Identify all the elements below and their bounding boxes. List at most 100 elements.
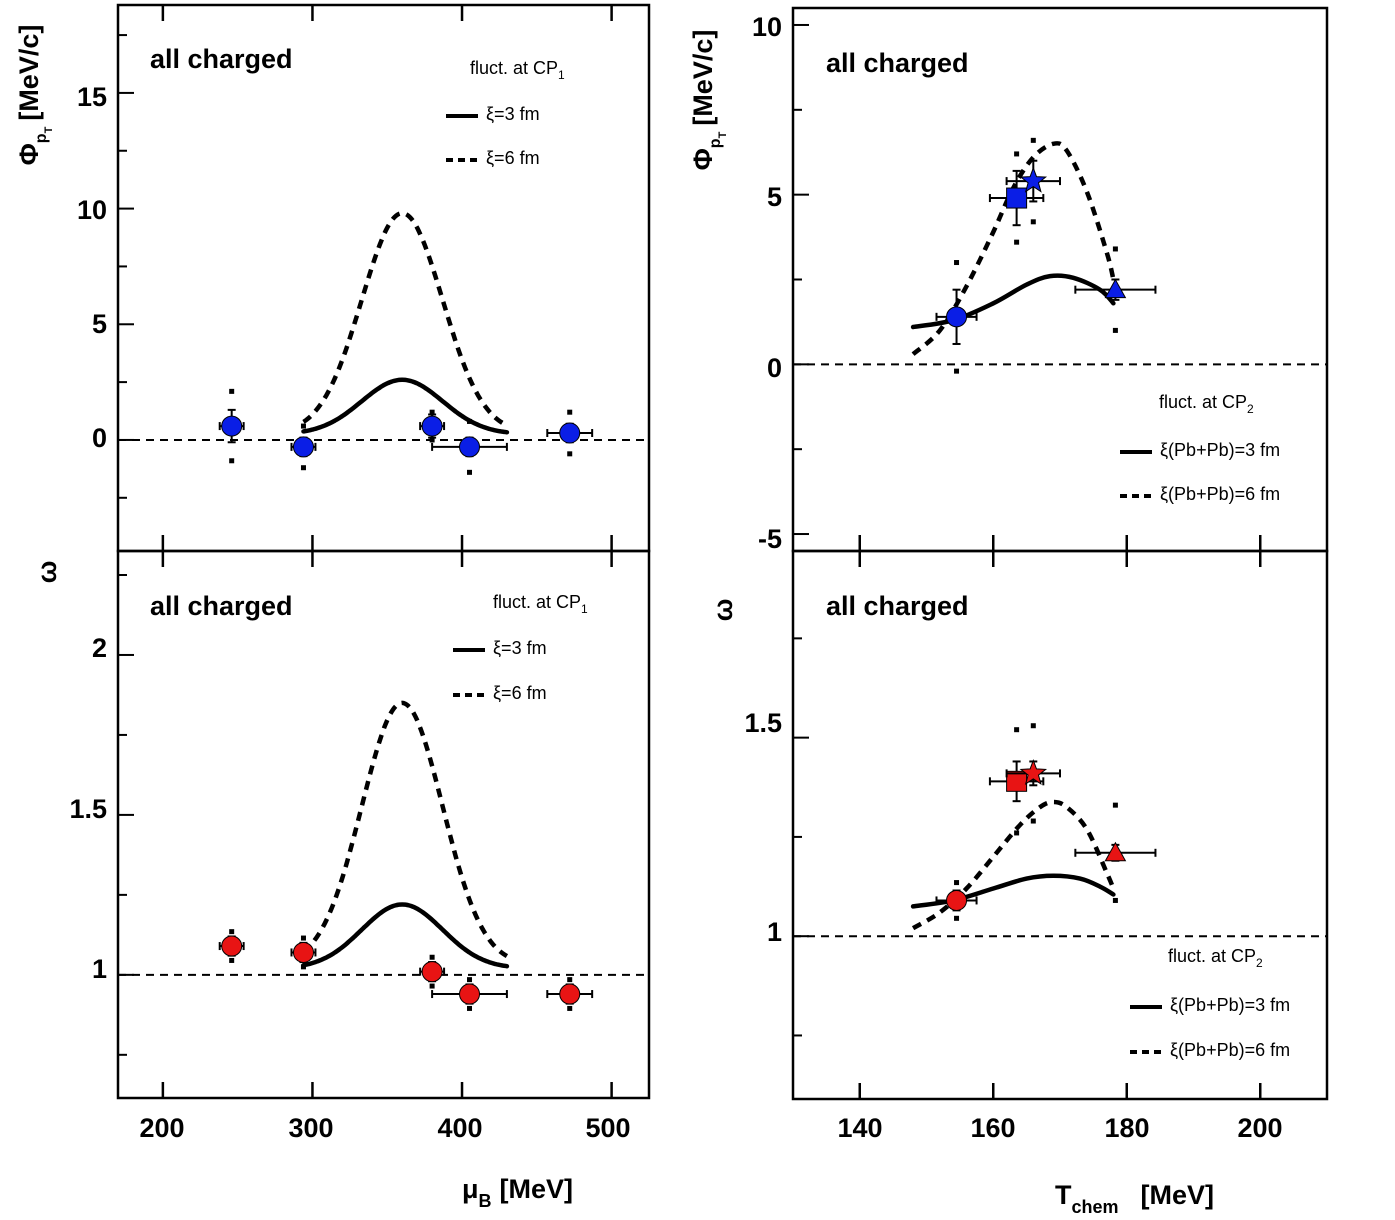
data-point <box>431 977 508 1011</box>
curves <box>118 210 649 441</box>
data-point <box>218 929 245 963</box>
panel-left-bottom: all charged fluct. at CP1 ξ=3 fm ξ=6 fm … <box>32 549 651 1211</box>
marker-square <box>1006 187 1028 209</box>
sys-error-mark <box>567 1005 573 1011</box>
plot-frame <box>791 549 1329 1101</box>
sys-error-mark <box>229 929 235 935</box>
axis-ticks <box>118 5 613 551</box>
ytick-label: 1.5 <box>69 794 107 824</box>
sys-error-mark <box>229 388 235 394</box>
model-curve-solid <box>910 273 1116 330</box>
xtick-label: 400 <box>437 1113 482 1143</box>
sys-error-mark <box>467 1005 473 1011</box>
data-point <box>1074 802 1157 903</box>
data-point <box>419 954 446 989</box>
data-point <box>546 977 594 1011</box>
plot-frame <box>116 549 651 1100</box>
points <box>218 929 594 1011</box>
sys-error-mark <box>300 423 306 429</box>
data-point <box>419 409 446 443</box>
sys-error-mark <box>1014 727 1020 733</box>
data-point <box>290 935 317 970</box>
svg-text:ω: ω <box>32 561 62 584</box>
sys-error-mark <box>1030 818 1036 824</box>
ytick-label: 1 <box>92 954 107 984</box>
marker-circle <box>559 422 581 444</box>
sys-error-mark <box>429 954 435 960</box>
sys-error-mark <box>429 983 435 989</box>
xtick-label: 140 <box>837 1113 882 1143</box>
plot-frame <box>116 3 651 553</box>
xtick-label: 300 <box>288 1113 333 1143</box>
model-curve-dashed <box>302 700 509 959</box>
ytick-label: 15 <box>77 82 107 112</box>
sys-error-mark <box>1112 327 1118 333</box>
xtick-label: 160 <box>970 1113 1015 1143</box>
x-axis-label: μB [MeV] <box>462 1174 573 1211</box>
data-point <box>935 260 978 374</box>
marker-circle <box>946 889 968 911</box>
sys-error-mark <box>1014 151 1020 157</box>
sys-error-mark <box>954 368 960 374</box>
model-curve-dashed <box>302 210 509 428</box>
sys-error-mark <box>1014 239 1020 245</box>
data-point <box>290 423 317 471</box>
sys-error-mark <box>567 977 573 983</box>
ytick-label: -5 <box>758 524 782 554</box>
sys-error-mark <box>1030 137 1036 143</box>
svg-text:ΦpT[MeV/c]: ΦpT[MeV/c] <box>14 25 55 166</box>
panel-right-top: all charged fluct. at CP2 ξ(Pb+Pb)=3 fm … <box>688 6 1329 554</box>
ytick-label: 0 <box>92 423 107 453</box>
points <box>935 723 1157 921</box>
model-curve-solid <box>910 873 1116 909</box>
sys-error-mark <box>1112 802 1118 808</box>
sys-error-mark <box>1030 723 1036 729</box>
marker-circle <box>459 436 481 458</box>
model-curve-solid <box>301 902 510 969</box>
marker-circle <box>459 983 481 1005</box>
legend-dashed-label: ξ(Pb+Pb)=6 fm <box>1160 484 1280 504</box>
ytick-label: 5 <box>92 309 107 339</box>
y-axis-label: ω <box>708 599 738 622</box>
sys-error-mark <box>429 409 435 415</box>
sys-error-mark <box>300 964 306 970</box>
plot-frame <box>791 6 1329 553</box>
sys-error-mark <box>1030 219 1036 225</box>
axis-ticks <box>118 551 613 1098</box>
points <box>935 137 1157 374</box>
sys-error-mark <box>567 409 573 415</box>
data-point <box>431 418 508 475</box>
marker-circle <box>292 941 314 963</box>
axis-ticks <box>793 23 1262 551</box>
xtick-label: 500 <box>585 1113 630 1143</box>
marker-triangle <box>1104 841 1127 862</box>
ytick-label: 1 <box>767 917 782 947</box>
marker-triangle <box>1104 278 1127 299</box>
sys-error-mark <box>954 880 960 886</box>
xtick-label: 200 <box>1237 1113 1282 1143</box>
marker-circle <box>221 415 243 437</box>
x-axis-label: Tchem [MeV] <box>1055 1180 1214 1217</box>
data-point <box>988 727 1045 836</box>
sys-error-mark <box>229 458 235 464</box>
legend-dashed-label: ξ(Pb+Pb)=6 fm <box>1170 1040 1290 1060</box>
marker-circle <box>421 415 443 437</box>
panel-annotation: all charged <box>150 44 293 74</box>
fluct-label: fluct. at CP1 <box>470 58 565 82</box>
legend-solid-label: ξ=3 fm <box>493 638 547 658</box>
sys-error-mark <box>954 260 960 266</box>
sys-error-mark <box>229 957 235 963</box>
ytick-label: 1.5 <box>744 708 782 738</box>
ytick-label: 10 <box>77 195 107 225</box>
legend-solid-label: ξ(Pb+Pb)=3 fm <box>1170 995 1290 1015</box>
legend-solid-label: ξ=3 fm <box>486 104 540 124</box>
data-point <box>1074 246 1157 333</box>
data-point <box>935 880 978 921</box>
marker-circle <box>559 983 581 1005</box>
xtick-label: 200 <box>139 1113 184 1143</box>
sys-error-mark <box>300 935 306 941</box>
panel-annotation: all charged <box>826 591 969 621</box>
y-axis-label: ω <box>32 561 62 584</box>
data-point <box>988 151 1045 245</box>
